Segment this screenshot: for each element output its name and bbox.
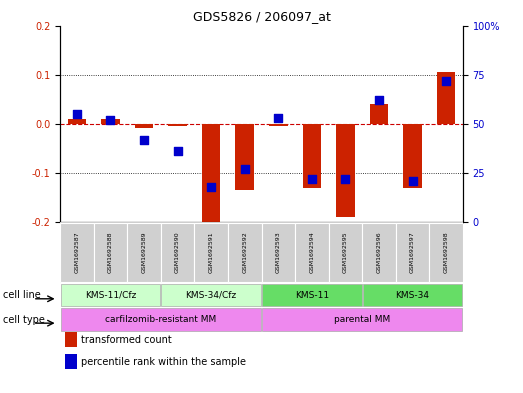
Text: cell type: cell type xyxy=(3,314,44,325)
Text: KMS-34/Cfz: KMS-34/Cfz xyxy=(186,291,237,299)
Text: GSM1692596: GSM1692596 xyxy=(377,232,381,273)
Bar xyxy=(228,223,262,282)
Bar xyxy=(67,119,86,124)
Text: GSM1692590: GSM1692590 xyxy=(175,232,180,273)
Text: GSM1692592: GSM1692592 xyxy=(242,231,247,274)
Bar xyxy=(403,124,422,187)
Bar xyxy=(262,223,295,282)
Bar xyxy=(363,284,462,307)
Bar xyxy=(161,223,195,282)
Point xyxy=(241,166,249,172)
Text: cell line: cell line xyxy=(3,290,40,300)
Point xyxy=(73,111,81,117)
Text: GSM1692593: GSM1692593 xyxy=(276,231,281,274)
Text: percentile rank within the sample: percentile rank within the sample xyxy=(81,357,246,367)
Text: parental MM: parental MM xyxy=(334,315,390,324)
Bar xyxy=(303,124,321,187)
Text: transformed count: transformed count xyxy=(81,335,172,345)
Bar xyxy=(60,223,94,282)
Bar xyxy=(396,223,429,282)
Bar xyxy=(370,104,388,124)
Point xyxy=(274,115,282,121)
Point xyxy=(140,136,148,143)
Bar xyxy=(135,124,153,128)
Bar xyxy=(61,308,261,331)
Bar xyxy=(235,124,254,190)
Bar xyxy=(168,124,187,126)
Text: GSM1692598: GSM1692598 xyxy=(444,232,449,273)
Bar xyxy=(101,119,120,124)
Title: GDS5826 / 206097_at: GDS5826 / 206097_at xyxy=(192,10,331,23)
Text: GSM1692595: GSM1692595 xyxy=(343,232,348,273)
Text: GSM1692591: GSM1692591 xyxy=(209,232,214,273)
Text: GSM1692587: GSM1692587 xyxy=(74,232,79,273)
Text: KMS-11: KMS-11 xyxy=(295,291,329,299)
Text: GSM1692597: GSM1692597 xyxy=(410,231,415,274)
Bar xyxy=(295,223,328,282)
Bar xyxy=(269,124,288,126)
Text: KMS-34: KMS-34 xyxy=(395,291,429,299)
Text: GSM1692589: GSM1692589 xyxy=(142,232,146,273)
Point xyxy=(174,148,182,154)
Point xyxy=(106,117,115,123)
Bar xyxy=(429,223,463,282)
Bar xyxy=(195,223,228,282)
Bar xyxy=(94,223,127,282)
Text: carfilzomib-resistant MM: carfilzomib-resistant MM xyxy=(105,315,217,324)
Bar xyxy=(262,284,361,307)
Point xyxy=(207,184,215,190)
Bar xyxy=(202,124,220,222)
Point xyxy=(375,97,383,103)
Bar xyxy=(336,124,355,217)
Text: GSM1692588: GSM1692588 xyxy=(108,232,113,273)
Bar xyxy=(127,223,161,282)
Text: GSM1692594: GSM1692594 xyxy=(309,231,314,274)
Point xyxy=(408,178,417,184)
Point xyxy=(308,176,316,182)
Point xyxy=(341,176,349,182)
Point xyxy=(442,77,450,84)
Bar xyxy=(162,284,261,307)
Bar xyxy=(437,72,456,124)
Bar xyxy=(328,223,362,282)
Bar xyxy=(61,284,160,307)
Bar xyxy=(262,308,462,331)
Bar xyxy=(362,223,396,282)
Text: KMS-11/Cfz: KMS-11/Cfz xyxy=(85,291,136,299)
